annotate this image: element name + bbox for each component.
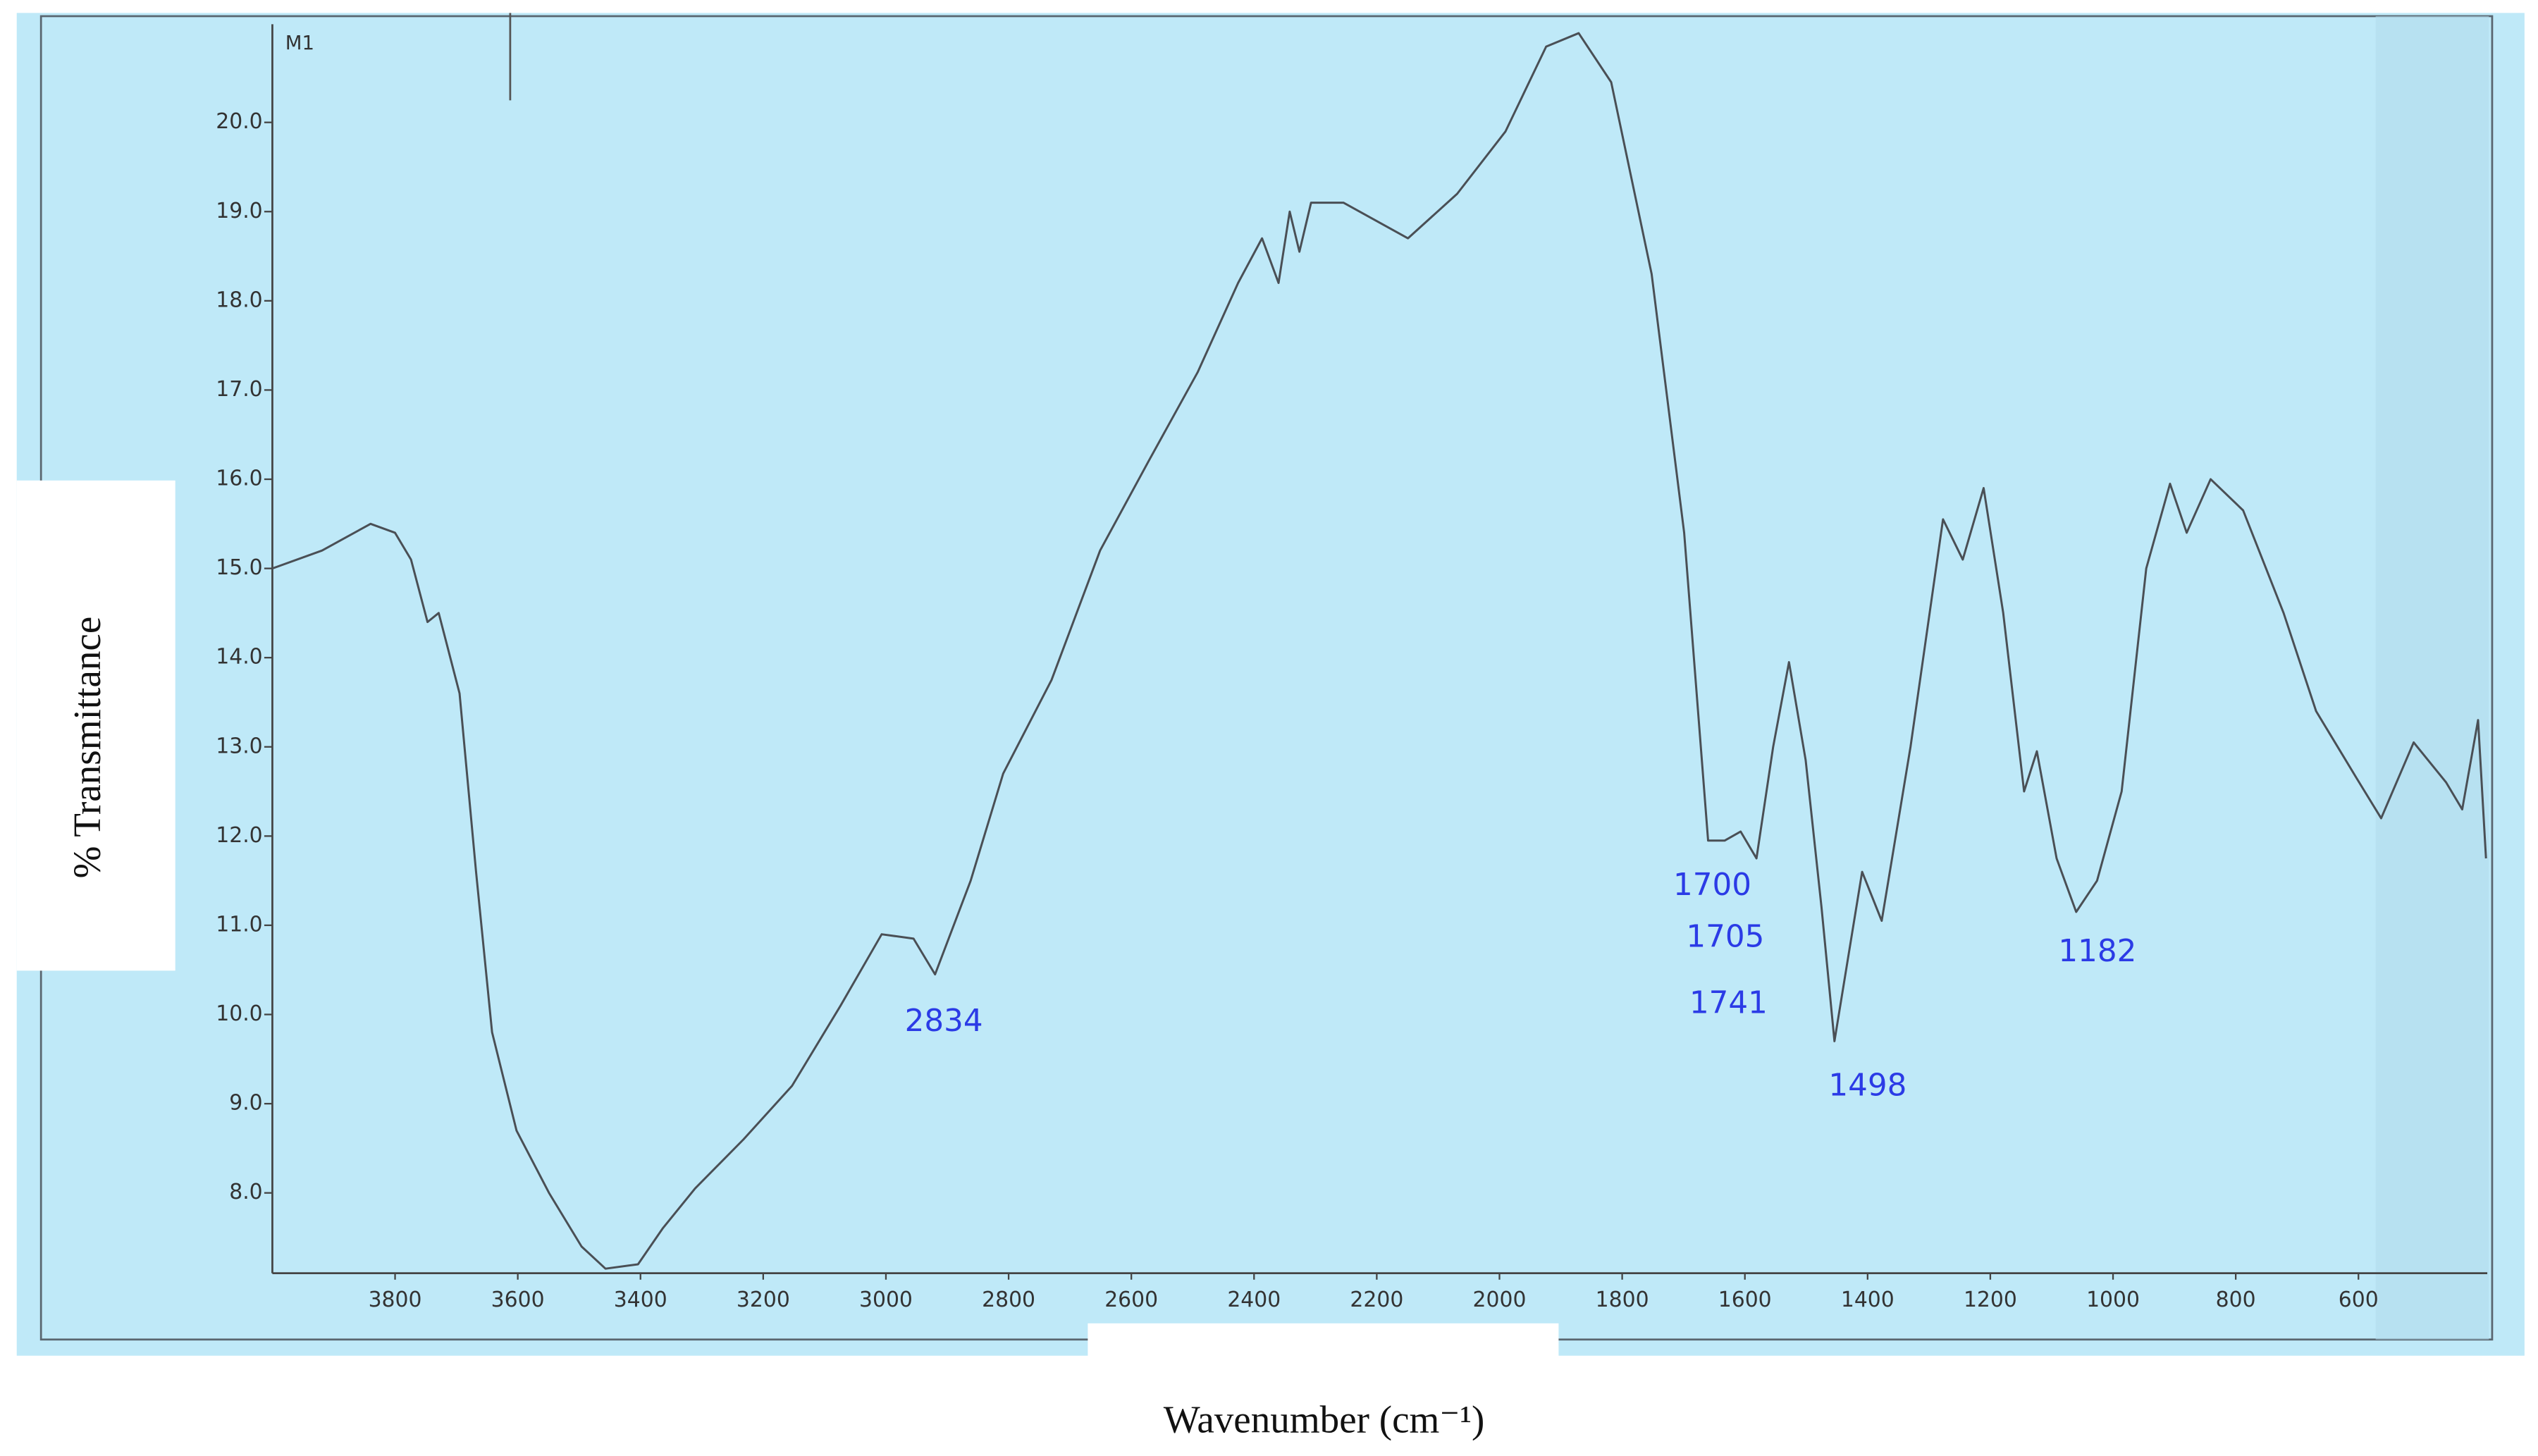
x-tick-label: 1800 (1596, 1288, 1649, 1312)
y-tick-label: 20.0 (216, 109, 262, 134)
x-tick-label: 2200 (1350, 1288, 1403, 1312)
y-tick-label: 10.0 (216, 1001, 262, 1026)
x-tick-label: 800 (2216, 1288, 2256, 1312)
x-tick-label: 3400 (614, 1288, 667, 1312)
y-label-box (16, 480, 175, 971)
x-tick-label: 600 (2339, 1288, 2379, 1312)
peak-label: 1182 (2058, 934, 2136, 969)
peak-label: 1498 (1828, 1068, 1906, 1104)
peak-label: 1700 (1673, 868, 1751, 903)
y-tick-label: 13.0 (216, 734, 262, 758)
scan-artifact (2375, 16, 2489, 1340)
x-tick-label: 1600 (1718, 1288, 1772, 1312)
y-axis-title: % Transmittance (66, 617, 109, 879)
y-tick-label: 17.0 (216, 377, 262, 402)
x-tick-label: 2000 (1473, 1288, 1527, 1312)
x-axis-title: Wavenumber (cm⁻¹) (1164, 1398, 1485, 1441)
x-tick-label: 3200 (737, 1288, 790, 1312)
x-tick-label: 2400 (1227, 1288, 1281, 1312)
y-tick-label: 14.0 (216, 645, 262, 670)
y-tick-label: 11.0 (216, 912, 262, 937)
x-tick-label: 3600 (491, 1288, 545, 1312)
y-tick-label: 15.0 (216, 555, 262, 580)
x-tick-label: 2800 (982, 1288, 1035, 1312)
x-tick-label: 1400 (1841, 1288, 1895, 1312)
peak-label: 2834 (905, 1004, 983, 1039)
y-tick-label: 12.0 (216, 823, 262, 848)
y-tick-label: 16.0 (216, 467, 262, 491)
plot-area: 8.0 9.0 10.0 11.0 12.0 13.0 14.0 15.0 16.0 17.0 18… (216, 24, 2488, 1312)
y-tick-label: 9.0 (229, 1091, 262, 1116)
y-tick-label: 8.0 (229, 1180, 262, 1204)
scan-background (16, 13, 2525, 1356)
x-tick-label: 1000 (2086, 1288, 2140, 1312)
y-tick-label: 19.0 (216, 199, 262, 223)
y-tick-label: 18.0 (216, 288, 262, 312)
peak-label: 1741 (1689, 986, 1768, 1021)
peak-label: 1705 (1686, 919, 1764, 954)
x-tick-label: 3000 (859, 1288, 913, 1312)
panel-label: M1 (285, 32, 314, 54)
spectrum-line (271, 32, 2487, 1270)
x-tick-label: 3800 (369, 1288, 422, 1312)
x-tick-label: 1200 (1964, 1288, 2017, 1312)
x-label-box (1088, 1323, 1559, 1359)
x-tick-label: 2600 (1104, 1288, 1158, 1312)
